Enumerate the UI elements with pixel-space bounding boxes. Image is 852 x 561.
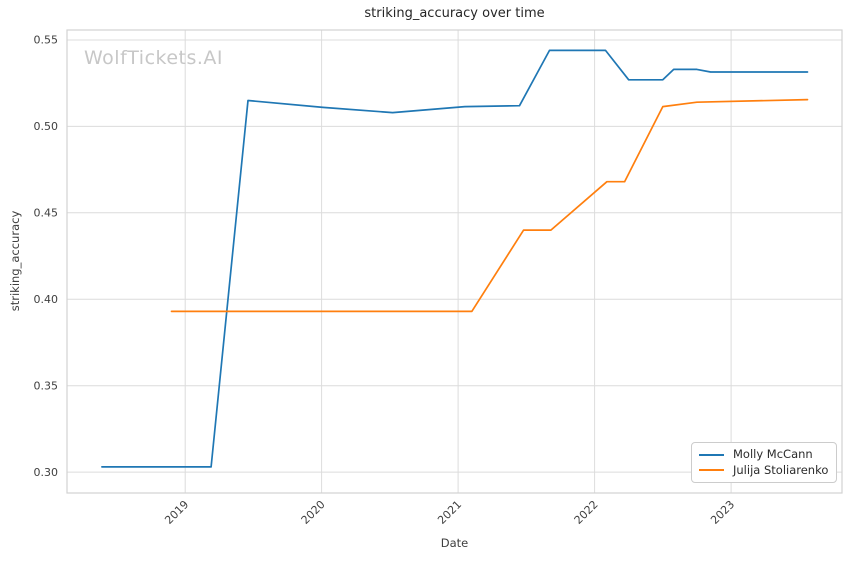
series-line-julija-stoliarenko [170,98,809,313]
series-line-molly-mccann [101,49,809,468]
x-tick-label: 2021 [435,498,464,527]
x-tick-label: 2022 [572,498,601,527]
y-tick-label: 0.30 [34,466,59,479]
legend: Molly McCann Julija Stoliarenko [691,442,837,483]
y-tick-label: 0.45 [34,207,59,220]
y-tick-label: 0.40 [34,293,59,306]
x-tick-label: 2019 [162,498,191,527]
legend-line-swatch [699,469,724,472]
plot-border [66,29,843,494]
y-tick-label: 0.35 [34,379,59,392]
watermark: WolfTickets.AI [84,47,224,69]
legend-label: Julija Stoliarenko [733,462,829,477]
legend-item: Molly McCann [699,447,836,461]
x-tick-label: 2020 [299,498,328,527]
x-tick-label: 2023 [708,498,737,527]
y-axis-label: striking_accuracy [8,210,22,312]
legend-item: Julija Stoliarenko [699,462,836,477]
legend-label: Molly McCann [733,447,813,461]
x-axis-label: Date [440,536,469,550]
legend-line-swatch [699,453,724,456]
chart-title: striking_accuracy over time [364,6,545,21]
y-tick-label: 0.55 [34,34,59,47]
y-tick-label: 0.50 [34,120,59,133]
